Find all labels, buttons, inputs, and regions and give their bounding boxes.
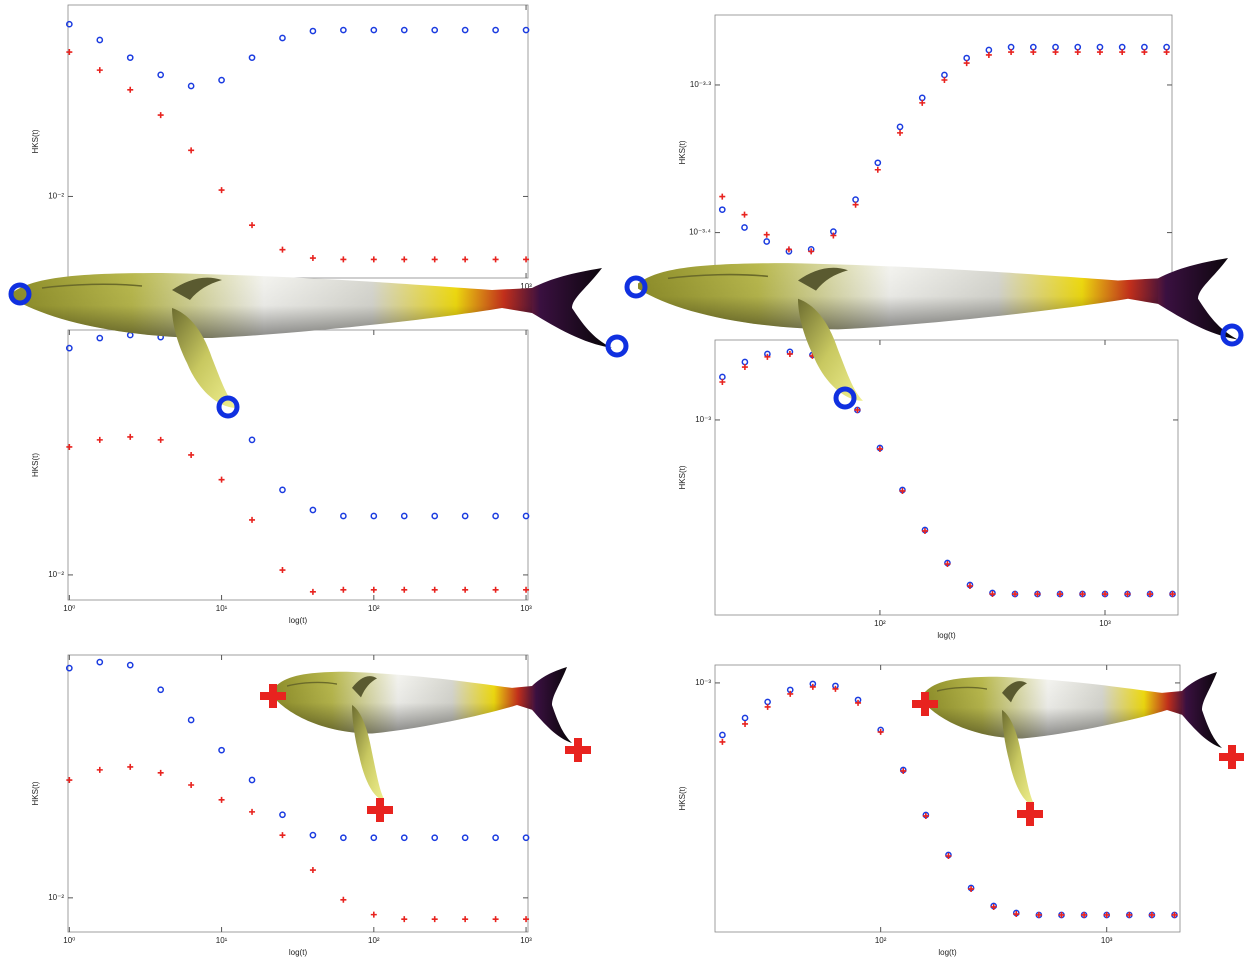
x-axis-label: log(t) xyxy=(938,948,957,957)
x-axis-label: log(t) xyxy=(289,948,308,957)
x-axis-label: log(t) xyxy=(937,631,956,640)
chart-panel: 10⁻³·³ 10⁻³·⁴ HKS(t) xyxy=(678,15,1172,290)
x-tick-label: 10¹ xyxy=(216,604,228,613)
x-tick-label: 10³ xyxy=(520,604,532,613)
x-tick-label: 10³ xyxy=(1099,619,1111,628)
chart-panel: 10⁻²10³HKS(t) xyxy=(31,5,532,291)
ring-marker xyxy=(608,337,626,355)
chart-panel: 10⁻³ 10² 10³ log(t) HKS(t) xyxy=(678,340,1178,640)
plot-area xyxy=(68,5,528,278)
page: {"chart_data": [ {"type": "scatter", "yl… xyxy=(0,0,1244,967)
y-tick-label: 10⁻³·⁴ xyxy=(689,228,711,237)
x-tick-label: 10⁰ xyxy=(63,936,75,945)
y-axis-label: HKS(t) xyxy=(678,140,687,164)
x-tick-label: 10² xyxy=(368,936,380,945)
plot-area xyxy=(715,15,1172,290)
x-tick-label: 10⁰ xyxy=(63,604,75,613)
figure: 10⁻²10³HKS(t)10⁻²10⁰10¹10²10³log(t)HKS(t… xyxy=(0,0,1244,967)
plot-area xyxy=(715,340,1178,615)
x-tick-label: 10² xyxy=(368,604,380,613)
y-tick-label: 10⁻³·³ xyxy=(690,80,711,89)
y-tick-label: 10⁻² xyxy=(48,192,64,201)
x-tick-label: 10³ xyxy=(1101,936,1113,945)
y-tick-label: 10⁻³ xyxy=(695,415,711,424)
cross-marker xyxy=(1219,745,1244,769)
y-axis-label: HKS(t) xyxy=(678,465,687,489)
plot-area xyxy=(68,330,528,600)
x-tick-label: 10³ xyxy=(520,936,532,945)
chart-panel: 10⁻² 10⁰ 10¹ 10² 10³ log(t) HKS(t) xyxy=(31,330,532,625)
y-tick-label: 10⁻³ xyxy=(695,678,711,687)
x-tick-label: 10² xyxy=(874,619,886,628)
y-axis-label: HKS(t) xyxy=(678,786,687,810)
x-tick-label: 10¹ xyxy=(216,936,228,945)
x-tick-label: 10² xyxy=(875,936,887,945)
y-axis-label: HKS(t) xyxy=(31,453,40,477)
y-axis-label: HKS(t) xyxy=(31,781,40,805)
y-axis-label: HKS(t) xyxy=(31,129,40,153)
y-tick-label: 10⁻² xyxy=(48,893,64,902)
y-tick-label: 10⁻² xyxy=(48,570,64,579)
x-axis-label: log(t) xyxy=(289,616,308,625)
